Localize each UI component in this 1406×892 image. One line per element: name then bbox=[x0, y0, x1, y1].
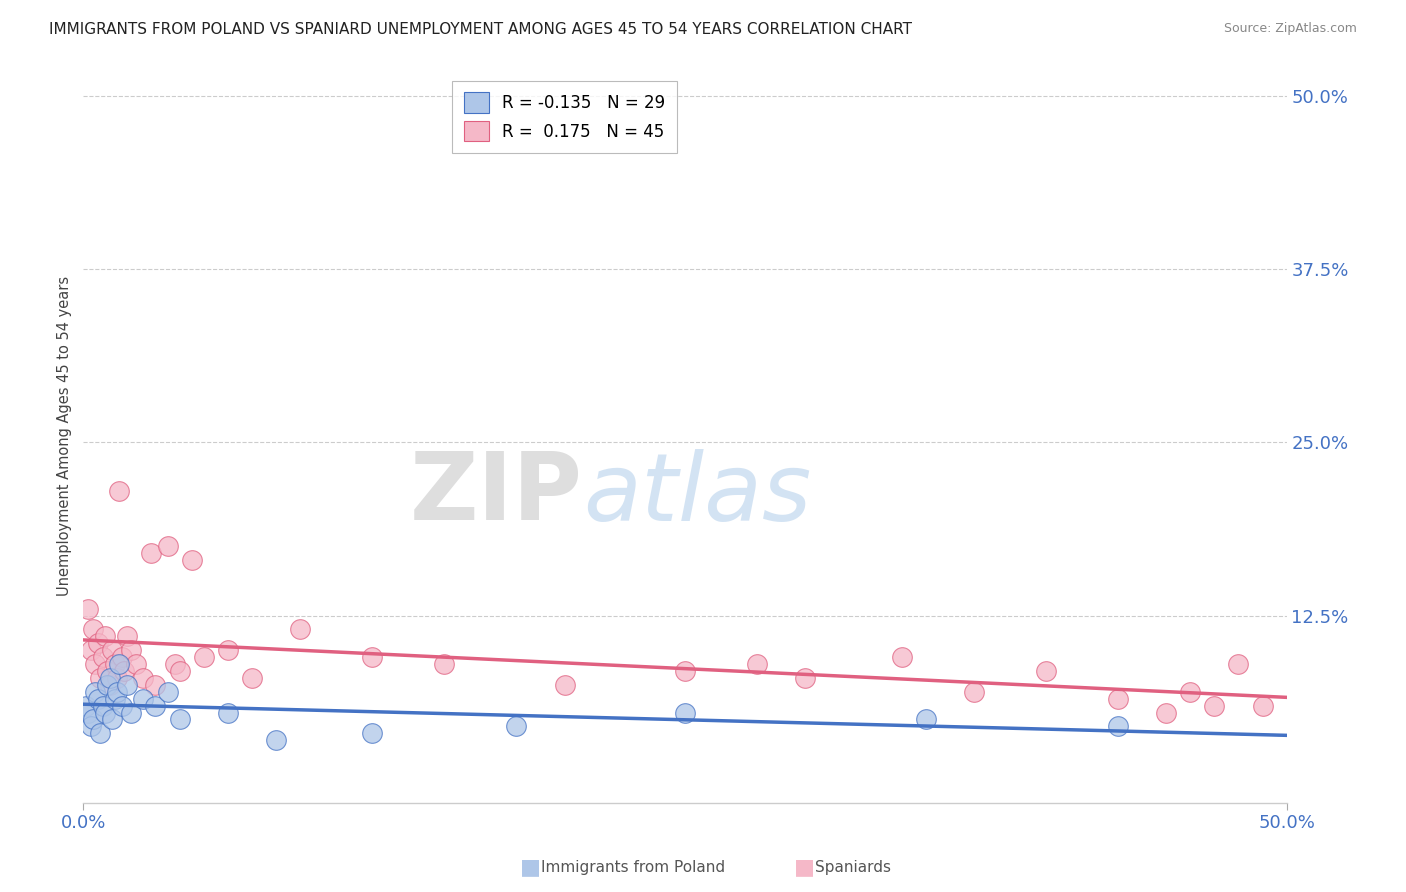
Point bbox=[132, 691, 155, 706]
Point bbox=[163, 657, 186, 671]
Point bbox=[156, 685, 179, 699]
Point bbox=[108, 483, 131, 498]
Point bbox=[98, 678, 121, 692]
Point bbox=[96, 664, 118, 678]
Text: ZIP: ZIP bbox=[409, 449, 582, 541]
Point bbox=[77, 601, 100, 615]
Point bbox=[169, 713, 191, 727]
Point bbox=[361, 726, 384, 740]
Text: Source: ZipAtlas.com: Source: ZipAtlas.com bbox=[1223, 22, 1357, 36]
Point bbox=[264, 733, 287, 747]
Point bbox=[1251, 698, 1274, 713]
Point bbox=[139, 546, 162, 560]
Point bbox=[673, 664, 696, 678]
Text: ■: ■ bbox=[520, 857, 541, 877]
Point bbox=[1180, 685, 1202, 699]
Point bbox=[554, 678, 576, 692]
Point bbox=[82, 623, 104, 637]
Point bbox=[156, 540, 179, 554]
Point bbox=[91, 650, 114, 665]
Point bbox=[105, 671, 128, 685]
Point bbox=[433, 657, 456, 671]
Point bbox=[89, 726, 111, 740]
Point bbox=[217, 706, 239, 720]
Point bbox=[101, 713, 124, 727]
Point bbox=[1107, 691, 1129, 706]
Point bbox=[125, 657, 148, 671]
Point bbox=[84, 685, 107, 699]
Point bbox=[747, 657, 769, 671]
Text: atlas: atlas bbox=[582, 449, 811, 540]
Point bbox=[288, 623, 311, 637]
Point bbox=[240, 671, 263, 685]
Text: Spaniards: Spaniards bbox=[815, 860, 891, 874]
Point bbox=[169, 664, 191, 678]
Point bbox=[132, 671, 155, 685]
Point bbox=[145, 698, 167, 713]
Point bbox=[77, 706, 100, 720]
Point bbox=[82, 713, 104, 727]
Point bbox=[217, 643, 239, 657]
Point bbox=[94, 629, 117, 643]
Point bbox=[111, 698, 134, 713]
Point bbox=[98, 671, 121, 685]
Point bbox=[963, 685, 986, 699]
Point bbox=[105, 685, 128, 699]
Point bbox=[120, 643, 142, 657]
Text: IMMIGRANTS FROM POLAND VS SPANIARD UNEMPLOYMENT AMONG AGES 45 TO 54 YEARS CORREL: IMMIGRANTS FROM POLAND VS SPANIARD UNEMP… bbox=[49, 22, 912, 37]
Point bbox=[673, 706, 696, 720]
Point bbox=[505, 719, 527, 733]
Point bbox=[96, 678, 118, 692]
Point bbox=[794, 671, 817, 685]
Point bbox=[101, 643, 124, 657]
Text: Immigrants from Poland: Immigrants from Poland bbox=[541, 860, 725, 874]
Point bbox=[87, 691, 110, 706]
Point bbox=[89, 671, 111, 685]
Point bbox=[890, 650, 912, 665]
Point bbox=[75, 698, 97, 713]
Point bbox=[914, 713, 936, 727]
Point bbox=[87, 636, 110, 650]
Point bbox=[112, 664, 135, 678]
Point bbox=[361, 650, 384, 665]
Point bbox=[91, 698, 114, 713]
Point bbox=[115, 629, 138, 643]
Point bbox=[1204, 698, 1226, 713]
Point bbox=[1227, 657, 1250, 671]
Point bbox=[120, 706, 142, 720]
Point bbox=[79, 719, 101, 733]
Point bbox=[1154, 706, 1177, 720]
Point bbox=[103, 657, 125, 671]
Point bbox=[145, 678, 167, 692]
Text: ■: ■ bbox=[794, 857, 815, 877]
Point bbox=[180, 553, 202, 567]
Point bbox=[79, 643, 101, 657]
Legend: R = -0.135   N = 29, R =  0.175   N = 45: R = -0.135 N = 29, R = 0.175 N = 45 bbox=[453, 80, 678, 153]
Point bbox=[103, 691, 125, 706]
Point bbox=[115, 678, 138, 692]
Point bbox=[1035, 664, 1057, 678]
Y-axis label: Unemployment Among Ages 45 to 54 years: Unemployment Among Ages 45 to 54 years bbox=[58, 276, 72, 596]
Point bbox=[84, 657, 107, 671]
Point bbox=[111, 650, 134, 665]
Point bbox=[108, 657, 131, 671]
Point bbox=[193, 650, 215, 665]
Point bbox=[94, 706, 117, 720]
Point bbox=[1107, 719, 1129, 733]
